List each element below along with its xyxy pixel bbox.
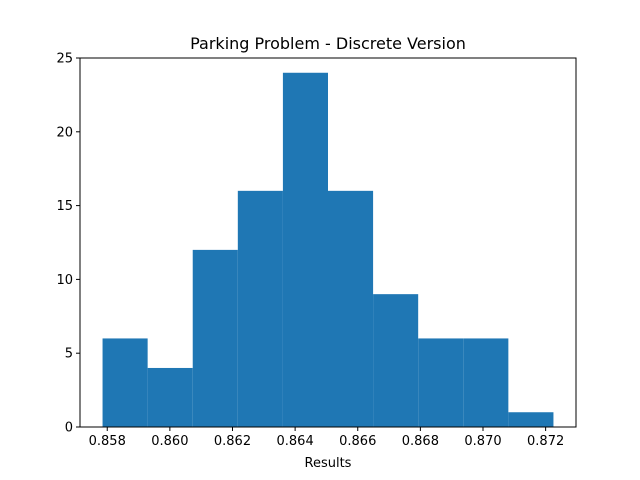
- x-tick-label: 0.866: [339, 434, 376, 449]
- x-tick-label: 0.860: [151, 434, 188, 449]
- histogram-bar: [463, 338, 509, 427]
- histogram-bar: [373, 294, 419, 427]
- y-axis-ticks: 0 5 10 15 20 25: [56, 52, 80, 436]
- histogram-bar: [147, 367, 193, 427]
- x-tick-label: 0.868: [402, 434, 439, 449]
- x-tick-label: 0.864: [277, 434, 314, 449]
- x-tick-label: 0.862: [214, 434, 251, 449]
- x-tick-label: 0.858: [89, 434, 126, 449]
- plot-frame: [79, 57, 577, 428]
- y-tick-label: 10: [56, 273, 73, 288]
- x-tick-label: 0.872: [527, 434, 564, 449]
- histogram-bar: [328, 190, 374, 427]
- y-tick-label: 0: [65, 421, 73, 436]
- x-axis-ticks: 0.858 0.860 0.862 0.864 0.866 0.868 0.870 0.872: [89, 427, 564, 449]
- histogram-bar: [282, 72, 328, 427]
- histogram-bar: [102, 338, 148, 427]
- histogram-bar: [508, 412, 554, 427]
- y-tick-label: 20: [56, 125, 73, 140]
- chart-title: Parking Problem - Discrete Version: [190, 34, 466, 53]
- bars-group: [102, 72, 554, 427]
- x-tick-label: 0.870: [464, 434, 501, 449]
- y-tick-label: 25: [56, 52, 73, 67]
- histogram-bar: [192, 249, 238, 427]
- y-tick-label: 15: [56, 199, 73, 214]
- y-tick-label: 5: [65, 347, 73, 362]
- histogram-bar: [418, 338, 464, 427]
- x-axis-label: Results: [305, 456, 352, 471]
- histogram-bar: [237, 190, 283, 427]
